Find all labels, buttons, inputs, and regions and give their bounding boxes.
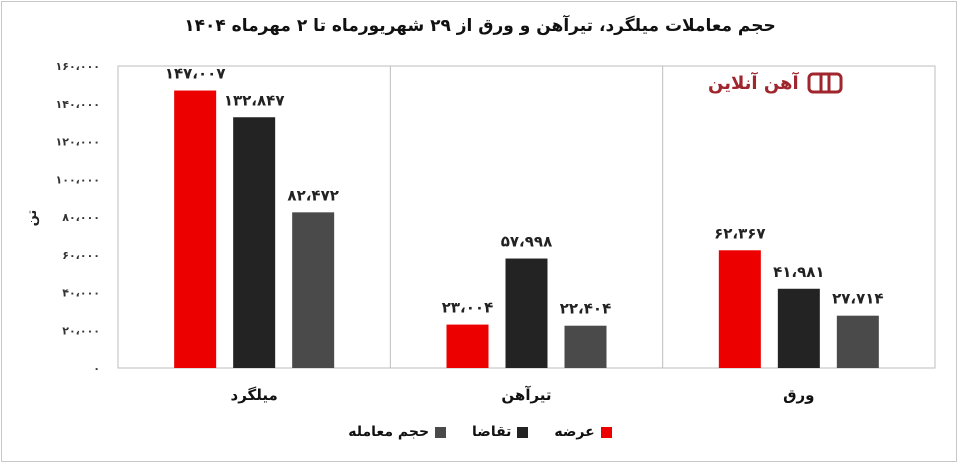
y-tick-label: ۱۴۰،۰۰۰: [56, 98, 100, 111]
bar: [505, 258, 548, 368]
data-label: ۵۷،۹۹۸: [501, 233, 552, 251]
data-label: ۱۴۷،۰۰۷: [165, 65, 226, 83]
y-tick-label: ۱۰۰،۰۰۰: [56, 173, 100, 186]
y-axis-label: تن: [25, 210, 40, 227]
y-tick-label: ۸۰،۰۰۰: [62, 211, 100, 224]
y-tick-label: ۲۰،۰۰۰: [62, 324, 100, 337]
legend: عرضه تقاضا حجم معامله: [0, 424, 960, 440]
y-tick-label: ۱۶۰،۰۰۰: [56, 60, 100, 73]
bar: [233, 117, 276, 369]
chart-title: حجم معاملات میلگرد، تیرآهن و ورق از ۲۹ ش…: [184, 16, 776, 36]
legend-swatch: [600, 426, 612, 438]
y-tick-label: ۱۲۰،۰۰۰: [56, 136, 100, 149]
data-label: ۶۲،۳۶۷: [714, 224, 765, 242]
bar: [174, 90, 217, 368]
y-tick-label: ۴۰،۰۰۰: [62, 287, 100, 300]
legend-label: حجم معامله: [348, 424, 430, 440]
brand-logo-icon: [807, 72, 843, 94]
bar: [836, 315, 879, 368]
category-label: میلگرد: [231, 386, 278, 404]
legend-item: حجم معامله: [348, 424, 447, 440]
brand-logo: آهن آنلاین: [708, 68, 843, 98]
bar: [718, 250, 761, 368]
category-label: ورق: [783, 386, 814, 404]
data-label: ۲۷،۷۱۴: [832, 290, 883, 308]
legend-swatch: [435, 426, 447, 438]
legend-item: عرضه: [554, 424, 612, 440]
bar: [564, 325, 607, 368]
category-label: تیرآهن: [501, 386, 551, 404]
data-label: ۲۲،۴۰۴: [560, 300, 611, 318]
data-label: ۴۱،۹۸۱: [773, 263, 824, 281]
legend-label: عرضه: [554, 424, 595, 440]
bar: [446, 324, 489, 368]
y-tick-label: ۰: [93, 362, 100, 375]
legend-label: تقاضا: [472, 424, 512, 440]
brand-logo-text: آهن آنلاین: [708, 72, 799, 94]
legend-swatch: [517, 426, 529, 438]
legend-item: تقاضا: [472, 424, 529, 440]
data-label: ۱۳۲،۸۴۷: [224, 91, 285, 109]
data-label: ۲۳،۰۰۴: [442, 299, 493, 317]
bar: [777, 288, 820, 368]
data-label: ۸۲،۴۷۲: [287, 186, 338, 204]
bar: [292, 212, 335, 368]
y-tick-label: ۶۰،۰۰۰: [62, 249, 100, 262]
